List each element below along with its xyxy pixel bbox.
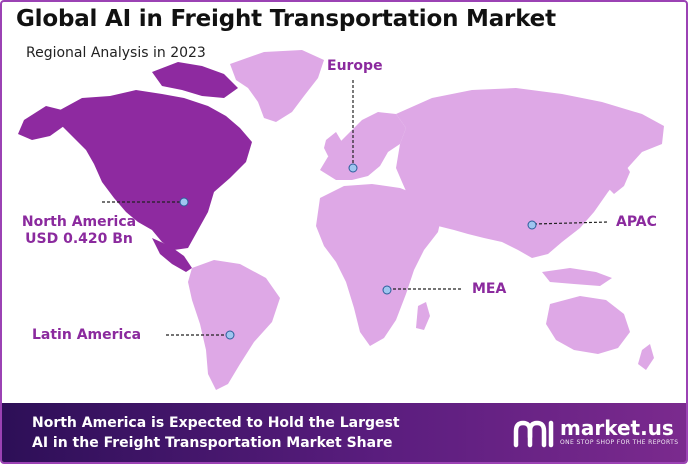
mea-marker [382, 285, 392, 295]
central-america-shape [152, 238, 192, 272]
greenland-shape [230, 50, 324, 122]
japan-shape [608, 162, 630, 194]
region-label-apac: APAC [616, 214, 657, 230]
bottom-banner: North America is Expected to Hold the La… [2, 403, 686, 462]
apac-marker [527, 220, 537, 230]
region-label-north-america: North America USD 0.420 Bn [16, 214, 142, 248]
apac-leader-line [533, 221, 609, 225]
banner-line-2: AI in the Freight Transportation Market … [32, 435, 393, 451]
region-name-north-america: North America [21, 214, 137, 230]
uk-shape [324, 132, 342, 156]
africa-shape [316, 184, 442, 346]
market-us-logo: market.us ONE STOP SHOP FOR THE REPORTS [512, 415, 678, 449]
logo-text: market.us ONE STOP SHOP FOR THE REPORTS [560, 417, 678, 447]
new-zealand-shape [638, 344, 654, 370]
logo-tagline: ONE STOP SHOP FOR THE REPORTS [560, 439, 679, 446]
page-subtitle: Regional Analysis in 2023 [26, 45, 206, 61]
north-america-marker [179, 197, 189, 207]
europe-marker [348, 163, 358, 173]
region-value-north-america: USD 0.420 Bn [25, 231, 133, 247]
region-label-latin-america: Latin America [32, 327, 142, 343]
alaska-shape [18, 106, 64, 140]
page-title: Global AI in Freight Transportation Mark… [16, 6, 556, 32]
latin-america-marker [225, 330, 235, 340]
indonesia-shape [542, 268, 612, 286]
north-america-shape [60, 90, 252, 250]
banner-line-1: North America is Expected to Hold the La… [32, 415, 400, 431]
south-america-shape [188, 260, 280, 390]
market-us-logo-icon [513, 420, 554, 448]
logo-name: market.us [560, 416, 674, 440]
banner-text: North America is Expected to Hold the La… [32, 413, 400, 453]
region-label-europe: Europe [327, 58, 383, 74]
madagascar-shape [416, 302, 430, 330]
arctic-islands-shape [152, 62, 238, 98]
europe-shape [320, 112, 406, 180]
australia-shape [546, 296, 630, 354]
region-label-mea: MEA [472, 281, 507, 297]
world-map [18, 50, 664, 390]
asia-shape [396, 88, 664, 258]
